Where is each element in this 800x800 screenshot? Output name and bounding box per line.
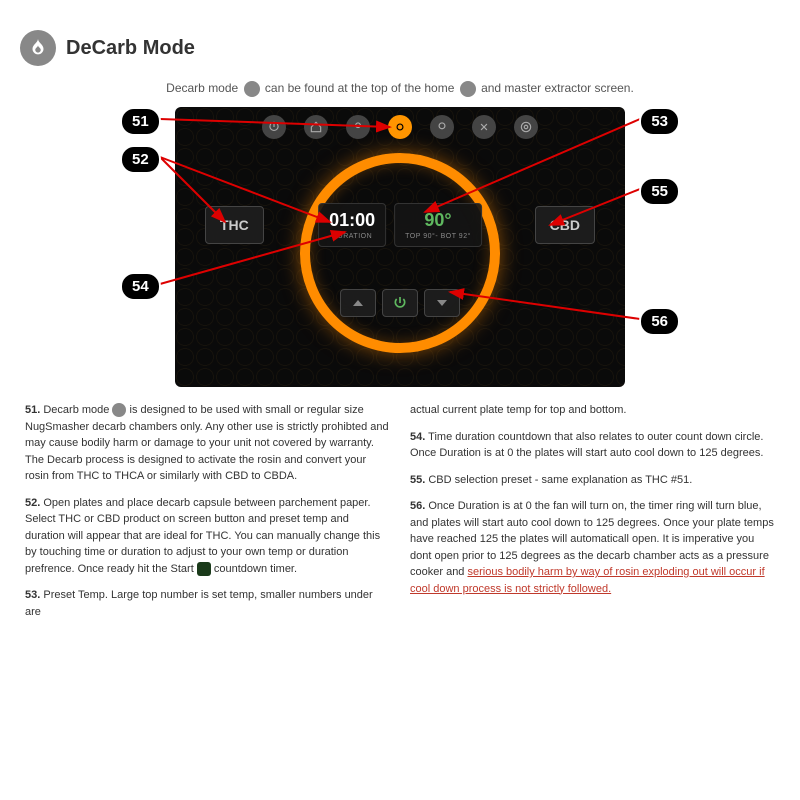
decarb-small-icon <box>112 403 126 417</box>
cbd-button[interactable]: CBD <box>535 206 595 244</box>
desc-51: 51. Decarb mode is designed to be used w… <box>25 402 390 485</box>
desc-55: 55. CBD selection preset - same explanat… <box>410 472 775 489</box>
header: DeCarb Mode <box>0 0 800 76</box>
power-icon[interactable] <box>262 115 286 139</box>
duration-label: DURATION <box>329 233 375 240</box>
desc-53: 53. Preset Temp. Large top number is set… <box>25 587 390 620</box>
top-toolbar <box>262 115 538 139</box>
temp-value: 90° <box>405 210 471 231</box>
down-button[interactable] <box>424 289 460 317</box>
center-display: 01:00 DURATION 90° TOP 90°- BOT 92° <box>318 203 482 247</box>
temp-label: TOP 90°- BOT 92° <box>405 233 471 240</box>
callout-55: 55 <box>639 177 680 206</box>
timer-ring <box>300 153 500 353</box>
start-small-icon <box>197 562 211 576</box>
home-inline-icon <box>460 81 476 97</box>
callout-53: 53 <box>639 107 680 136</box>
subtitle: Decarb mode can be found at the top of t… <box>0 76 800 107</box>
duration-value: 01:00 <box>329 210 375 231</box>
profile-icon[interactable] <box>346 115 370 139</box>
desc-52: 52. Open plates and place decarb capsule… <box>25 495 390 578</box>
flame-icon <box>20 30 56 66</box>
decarb-icon[interactable] <box>388 115 412 139</box>
home-icon[interactable] <box>304 115 328 139</box>
bulb-icon[interactable] <box>430 115 454 139</box>
callout-54: 54 <box>120 272 161 301</box>
up-button[interactable] <box>340 289 376 317</box>
temp-box[interactable]: 90° TOP 90°- BOT 92° <box>394 203 482 247</box>
callout-52: 52 <box>120 145 161 174</box>
screen-container: 51 52 54 53 55 56 01:00 DURATION <box>120 107 680 387</box>
fan-icon[interactable] <box>472 115 496 139</box>
thc-button[interactable]: THC <box>205 206 264 244</box>
settings-icon[interactable] <box>514 115 538 139</box>
desc-left-column: 51. Decarb mode is designed to be used w… <box>25 402 390 630</box>
desc-56: 56. Once Duration is at 0 the fan will t… <box>410 498 775 597</box>
page-title: DeCarb Mode <box>66 37 195 60</box>
decarb-inline-icon <box>244 81 260 97</box>
desc-right-column: actual current plate temp for top and bo… <box>410 402 775 630</box>
desc-53-cont: actual current plate temp for top and bo… <box>410 402 775 419</box>
duration-box[interactable]: 01:00 DURATION <box>318 203 386 247</box>
device-screen: 01:00 DURATION 90° TOP 90°- BOT 92° THC … <box>175 107 625 387</box>
callout-51: 51 <box>120 107 161 136</box>
callout-56: 56 <box>639 307 680 336</box>
bottom-controls <box>340 289 460 317</box>
desc-54: 54. Time duration countdown that also re… <box>410 429 775 462</box>
start-button[interactable] <box>382 289 418 317</box>
description-section: 51. Decarb mode is designed to be used w… <box>0 387 800 645</box>
